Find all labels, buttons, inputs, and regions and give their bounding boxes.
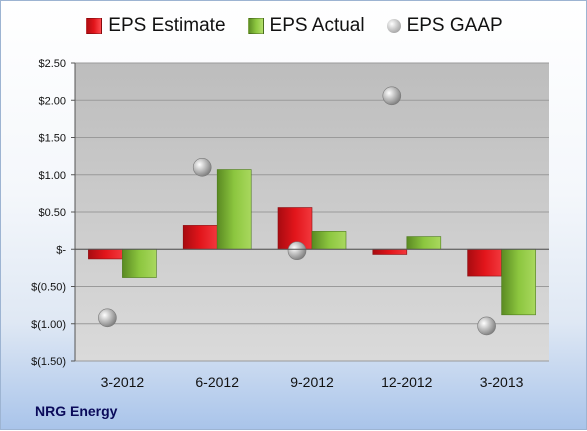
point-eps-gaap bbox=[382, 86, 402, 106]
bar-eps-actual bbox=[122, 248, 157, 278]
legend-label-gaap: EPS GAAP bbox=[406, 15, 503, 36]
company-label: NRG Energy bbox=[35, 403, 118, 419]
bar-eps-estimate bbox=[372, 248, 408, 255]
legend-swatch-estimate bbox=[86, 18, 103, 34]
y-tick-label: $0.50 bbox=[38, 207, 66, 219]
bar-eps-actual bbox=[406, 236, 442, 250]
bar-eps-actual bbox=[501, 248, 536, 316]
x-tick-label: 6-2012 bbox=[195, 374, 239, 390]
legend-swatch-gaap bbox=[386, 19, 401, 33]
bar-eps-estimate bbox=[467, 248, 502, 277]
x-tick-label: 12-2012 bbox=[381, 374, 433, 390]
bar-eps-estimate bbox=[88, 248, 123, 260]
y-tick-label: $2.50 bbox=[38, 58, 66, 70]
bar-eps-estimate bbox=[182, 225, 218, 250]
bar-eps-actual bbox=[311, 231, 347, 250]
bar-eps-actual bbox=[216, 169, 252, 250]
point-eps-gaap bbox=[98, 308, 117, 328]
legend-swatch-actual bbox=[247, 18, 264, 34]
y-tick-label: $1.50 bbox=[38, 133, 66, 145]
legend-item-eps-gaap: EPS GAAP bbox=[386, 15, 503, 37]
legend: EPS Estimate EPS Actual EPS GAAP bbox=[1, 15, 587, 37]
point-eps-gaap bbox=[192, 158, 212, 177]
legend-item-eps-estimate: EPS Estimate bbox=[86, 15, 226, 37]
x-tick-label: 3-2013 bbox=[480, 374, 524, 390]
point-eps-gaap bbox=[477, 316, 496, 336]
x-tick-label: 9-2012 bbox=[290, 374, 334, 390]
legend-label-actual: EPS Actual bbox=[269, 15, 365, 36]
y-tick-label: $- bbox=[56, 244, 66, 256]
y-tick-label: $(1.00) bbox=[31, 319, 66, 331]
y-tick-label: $(0.50) bbox=[31, 282, 66, 294]
point-eps-gaap bbox=[287, 241, 307, 261]
y-tick-label: $1.00 bbox=[38, 170, 66, 182]
legend-item-eps-actual: EPS Actual bbox=[247, 15, 365, 37]
y-tick-label: $2.00 bbox=[38, 95, 66, 107]
x-tick-label: 3-2012 bbox=[101, 374, 145, 390]
y-tick-label: $(1.50) bbox=[31, 356, 66, 368]
legend-label-estimate: EPS Estimate bbox=[108, 15, 226, 36]
